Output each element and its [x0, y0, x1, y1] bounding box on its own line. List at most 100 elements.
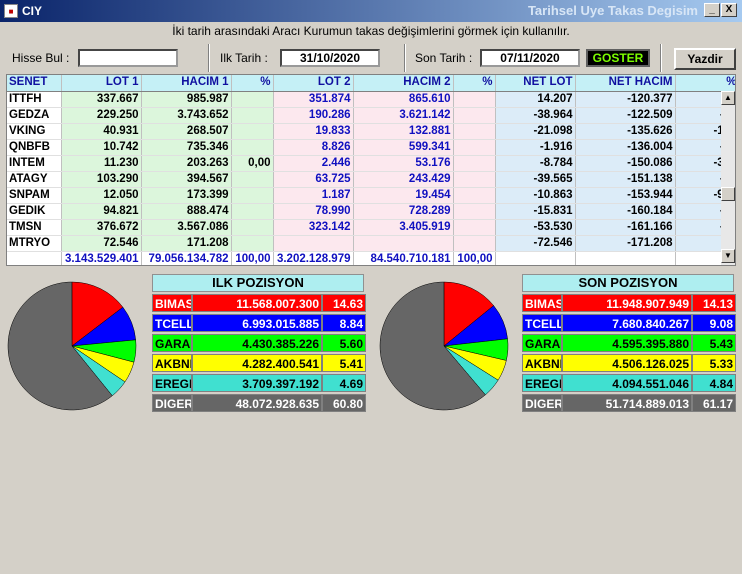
- pozisyon-percent: 14.63: [322, 294, 366, 312]
- table-row-cell: 3.621.142: [353, 107, 454, 124]
- son-pie-chart: [379, 281, 509, 411]
- goster-button[interactable]: GOSTER: [586, 49, 650, 67]
- ilk-tarih-input[interactable]: 31/10/2020: [280, 49, 380, 67]
- pozisyon-row: TCELL 6.993.015.885 8.84: [152, 314, 366, 332]
- table-row-cell: -171.208: [575, 235, 676, 252]
- table-row[interactable]: GEDZA 229.250 3.743.652 190.286 3.621.142 -38…: [7, 107, 735, 124]
- table-row[interactable]: VKING 40.931 268.507 19.833 132.881 -21.098 -1…: [7, 123, 735, 140]
- son-tarih-input[interactable]: 07/11/2020: [480, 49, 580, 67]
- scroll-down-icon[interactable]: ▼: [721, 249, 735, 263]
- pozisyon-value: 48.072.928.635: [192, 394, 322, 412]
- table-header-cell: NET LOT: [495, 75, 576, 92]
- table-header-cell: LOT 2: [273, 75, 354, 92]
- table-row[interactable]: QNBFB 10.742 735.346 8.826 599.341 -1.916 -136…: [7, 139, 735, 156]
- vertical-scrollbar[interactable]: ▲ ▼: [721, 91, 735, 265]
- table-row-cell: [675, 235, 735, 252]
- table-row[interactable]: SNPAM 12.050 173.399 1.187 19.454 -10.863 -153…: [7, 187, 735, 204]
- table-row-cell: [231, 187, 274, 204]
- table-row-cell: 190.286: [273, 107, 354, 124]
- pozisyon-row: TCELL 7.680.840.267 9.08: [522, 314, 736, 332]
- pozisyon-value: 4.430.385.226: [192, 334, 322, 352]
- pozisyon-row: BIMAS 11.568.007.300 14.63: [152, 294, 366, 312]
- table-row-cell: -1.916: [495, 139, 576, 156]
- table-row-cell: INTEM: [7, 155, 62, 172]
- table-row[interactable]: ATAGY 103.290 394.567 63.725 243.429 -39.565-…: [7, 171, 735, 188]
- table-row-cell: 19.454: [353, 187, 454, 204]
- table-row-cell: -915: [675, 187, 735, 204]
- pozisyon-percent: 5.33: [692, 354, 736, 372]
- table-row-cell: [231, 139, 274, 156]
- table-row-cell: 394.567: [141, 171, 232, 188]
- table-row-cell: ITTFH: [7, 91, 62, 108]
- table-row[interactable]: GEDIK 94.821 888.474 78.990 728.289 -15.831 -1…: [7, 203, 735, 220]
- table-row[interactable]: ITTFH 337.667 985.987 351.874 865.610 14.207-…: [7, 91, 735, 108]
- table-row-cell: -39.565: [495, 171, 576, 188]
- table-row-cell: -10.863: [495, 187, 576, 204]
- table-row-cell: 63.725: [273, 171, 354, 188]
- table-header-cell: SENET: [7, 75, 62, 92]
- table-row-cell: GEDZA: [7, 107, 62, 124]
- pozisyon-percent: 60.80: [322, 394, 366, 412]
- table-row-cell: [453, 235, 496, 252]
- table-row-cell: [453, 187, 496, 204]
- hisse-label: Hisse Bul :: [12, 51, 70, 65]
- pozisyon-value: 51.714.889.013: [562, 394, 692, 412]
- table-header-cell: HACIM 1: [141, 75, 232, 92]
- table-totals-row-cell: 3.202.128.979: [273, 251, 354, 265]
- table-row-cell: -38.964: [495, 107, 576, 124]
- table-row-cell: [273, 235, 354, 252]
- table-row[interactable]: MTRYO 72.546 171.208 -72.546 -171.208: [7, 235, 735, 252]
- table-row-cell: [231, 219, 274, 236]
- table-row-cell: [231, 107, 274, 124]
- table-row-cell: -15.831: [495, 203, 576, 220]
- table-row-cell: [231, 171, 274, 188]
- table-row-cell: -53.530: [495, 219, 576, 236]
- table-row-cell: 10.742: [61, 139, 142, 156]
- pozisyon-percent: 61.17: [692, 394, 736, 412]
- table-header[interactable]: SENET LOT 1 HACIM 1% LOT 2 HACIM 2% NET LOT NE…: [7, 75, 735, 92]
- takas-grid[interactable]: SENET LOT 1 HACIM 1% LOT 2 HACIM 2% NET LOT NE…: [6, 74, 736, 266]
- table-row-cell: MTRYO: [7, 235, 62, 252]
- pozisyon-symbol: DIGER: [522, 394, 562, 412]
- table-row-cell: 14.207: [495, 91, 576, 108]
- minimize-button[interactable]: _: [704, 3, 720, 17]
- table-row-cell: 12.050: [61, 187, 142, 204]
- table-totals-row-cell: [7, 251, 62, 265]
- table-row-cell: -72.546: [495, 235, 576, 252]
- scroll-thumb[interactable]: [721, 187, 735, 201]
- table-row-cell: 173.399: [141, 187, 232, 204]
- pozisyon-symbol: AKBNK: [152, 354, 192, 372]
- table-row[interactable]: TMSN 376.672 3.567.086 323.142 3.405.919 -53.…: [7, 219, 735, 236]
- pozisyon-value: 11.948.907.949: [562, 294, 692, 312]
- table-row-cell: [453, 219, 496, 236]
- pozisyon-value: 11.568.007.300: [192, 294, 322, 312]
- hisse-input[interactable]: [78, 49, 178, 67]
- window-title: Tarihsel Uye Takas Degisim: [527, 3, 698, 18]
- pozisyon-row: DIGER 51.714.889.013 61.17: [522, 394, 736, 412]
- app-icon: ■: [4, 4, 18, 18]
- table-row-cell: [231, 123, 274, 140]
- pozisyon-percent: 5.60: [322, 334, 366, 352]
- table-totals-row-cell: [575, 251, 676, 265]
- table-row[interactable]: INTEM 11.230 203.263 0,00 2.446 53.176 -8.784-…: [7, 155, 735, 172]
- table-row-cell: -160.184: [575, 203, 676, 220]
- table-row-cell: 0,00: [231, 155, 274, 172]
- table-row-cell: -150.086: [575, 155, 676, 172]
- yazdir-button[interactable]: Yazdir: [674, 48, 736, 70]
- table-row-cell: [453, 91, 496, 108]
- pozisyon-percent: 5.41: [322, 354, 366, 372]
- close-button[interactable]: X: [721, 3, 737, 17]
- table-row-cell: 8.826: [273, 139, 354, 156]
- table-row-cell: 268.507: [141, 123, 232, 140]
- pozisyon-percent: 14.13: [692, 294, 736, 312]
- pozisyon-symbol: GARAN: [152, 334, 192, 352]
- table-row-cell: 11.230: [61, 155, 142, 172]
- table-totals-row-cell: [675, 251, 735, 265]
- table-totals-row[interactable]: 3.143.529.401 79.056.134.782 100,00 3.202.1…: [7, 251, 735, 265]
- table-row-cell: 78.990: [273, 203, 354, 220]
- scroll-up-icon[interactable]: ▲: [721, 91, 735, 105]
